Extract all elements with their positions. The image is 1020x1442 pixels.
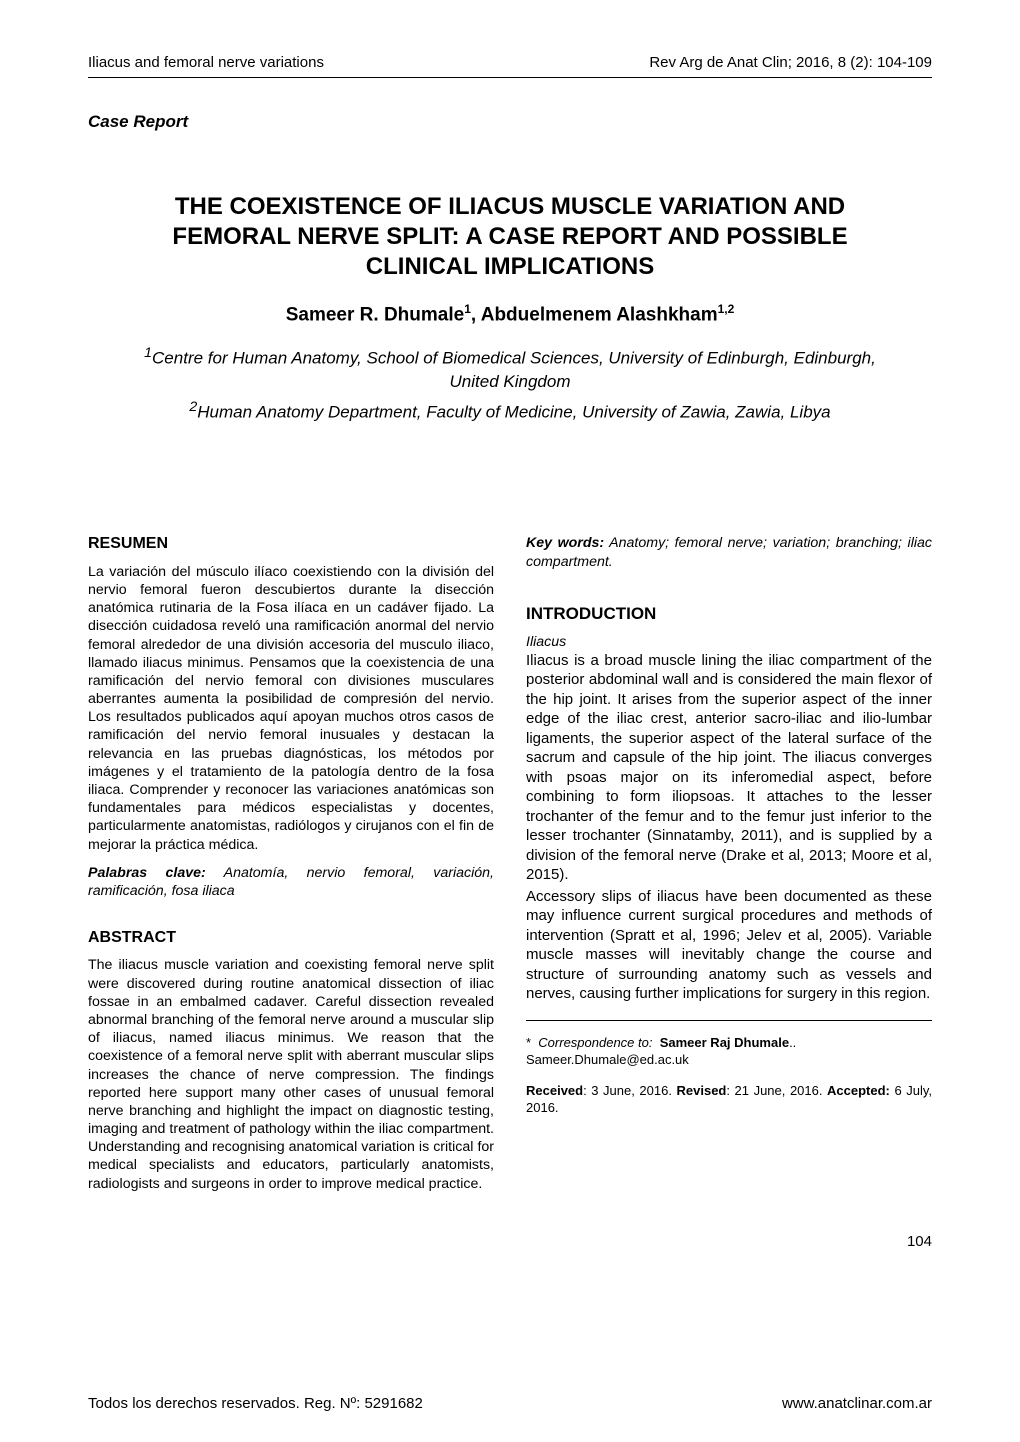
running-head-left: Iliacus and femoral nerve variations: [88, 54, 324, 71]
received-value: : 3 June, 2016.: [583, 1083, 676, 1098]
page-number: 104: [88, 1233, 932, 1250]
case-report-label: Case Report: [88, 112, 932, 132]
revised-label: Revised: [677, 1083, 727, 1098]
running-head: Iliacus and femoral nerve variations Rev…: [88, 54, 932, 71]
resumen-body: La variación del músculo ilíaco coexisti…: [88, 563, 494, 854]
affil-1-text: Centre for Human Anatomy, School of Biom…: [152, 349, 876, 391]
affil-sup-1: 1: [144, 345, 152, 361]
resumen-heading: RESUMEN: [88, 534, 494, 554]
title-line-1: THE COEXISTENCE OF ILIACUS MUSCLE VARIAT…: [175, 193, 845, 220]
abstract-body: The iliacus muscle variation and coexist…: [88, 956, 494, 1192]
corr-email: Sameer.Dhumale@ed.ac.uk: [526, 1052, 689, 1067]
introduction-p1: Iliacus is a broad muscle lining the ili…: [526, 651, 932, 885]
spacer: [88, 910, 494, 928]
resumen-keywords-label: Palabras clave:: [88, 865, 206, 881]
running-head-right: Rev Arg de Anat Clin; 2016, 8 (2): 104-1…: [649, 54, 932, 71]
page: Iliacus and femoral nerve variations Rev…: [0, 0, 1020, 1442]
spacer: [526, 581, 932, 603]
correspondence-rule: [526, 1020, 932, 1021]
keywords-en: Key words: Anatomy; femoral nerve; varia…: [526, 534, 932, 570]
resumen-keywords: Palabras clave: Anatomía, nervio femoral…: [88, 864, 494, 900]
article-title: THE COEXISTENCE OF ILIACUS MUSCLE VARIAT…: [88, 192, 932, 282]
column-left: RESUMEN La variación del músculo ilíaco …: [88, 534, 494, 1192]
accepted-label: Accepted:: [827, 1083, 890, 1098]
correspondence: * Correspondence to: Sameer Raj Dhumale.…: [526, 1034, 932, 1069]
title-line-3: CLINICAL IMPLICATIONS: [366, 253, 654, 280]
footer: Todos los derechos reservados. Reg. Nº: …: [88, 1395, 932, 1412]
title-line-2: FEMORAL NERVE SPLIT: A CASE REPORT AND P…: [172, 223, 847, 250]
affiliation-1: 1Centre for Human Anatomy, School of Bio…: [120, 344, 900, 394]
introduction-subhead: Iliacus: [526, 633, 932, 651]
footer-right: www.anatclinar.com.ar: [782, 1395, 932, 1412]
authors: Sameer R. Dhumale1, Abduelmenem Alashkha…: [88, 302, 932, 326]
header-rule: [88, 77, 932, 78]
received-label: Received: [526, 1083, 583, 1098]
affil-2-text: Human Anatomy Department, Faculty of Med…: [197, 403, 830, 422]
introduction-heading: INTRODUCTION: [526, 603, 932, 625]
dates: Received: 3 June, 2016. Revised: 21 June…: [526, 1082, 932, 1117]
affiliation-2: 2Human Anatomy Department, Faculty of Me…: [120, 398, 900, 425]
revised-value: : 21 June, 2016.: [726, 1083, 827, 1098]
corr-label: Correspondence to:: [538, 1035, 652, 1050]
abstract-heading: ABSTRACT: [88, 928, 494, 948]
two-column-body: RESUMEN La variación del músculo ilíaco …: [88, 534, 932, 1192]
footer-left: Todos los derechos reservados. Reg. Nº: …: [88, 1395, 423, 1412]
column-right: Key words: Anatomy; femoral nerve; varia…: [526, 534, 932, 1192]
corr-name: Sameer Raj Dhumale: [660, 1035, 789, 1050]
corr-star: *: [526, 1035, 531, 1050]
introduction-p2: Accessory slips of iliacus have been doc…: [526, 887, 932, 1004]
keywords-en-label: Key words:: [526, 535, 604, 551]
